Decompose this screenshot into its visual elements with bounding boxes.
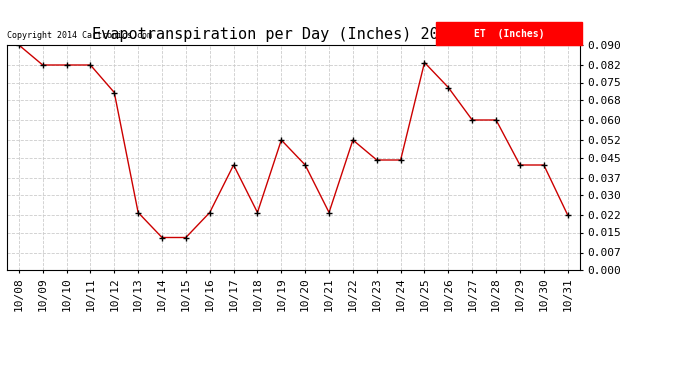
Title: Evapotranspiration per Day (Inches) 20141101: Evapotranspiration per Day (Inches) 2014… [92,27,494,42]
Text: ET  (Inches): ET (Inches) [475,29,545,39]
Text: Copyright 2014 Cartronics.com: Copyright 2014 Cartronics.com [7,32,152,40]
Bar [437,22,582,45]
